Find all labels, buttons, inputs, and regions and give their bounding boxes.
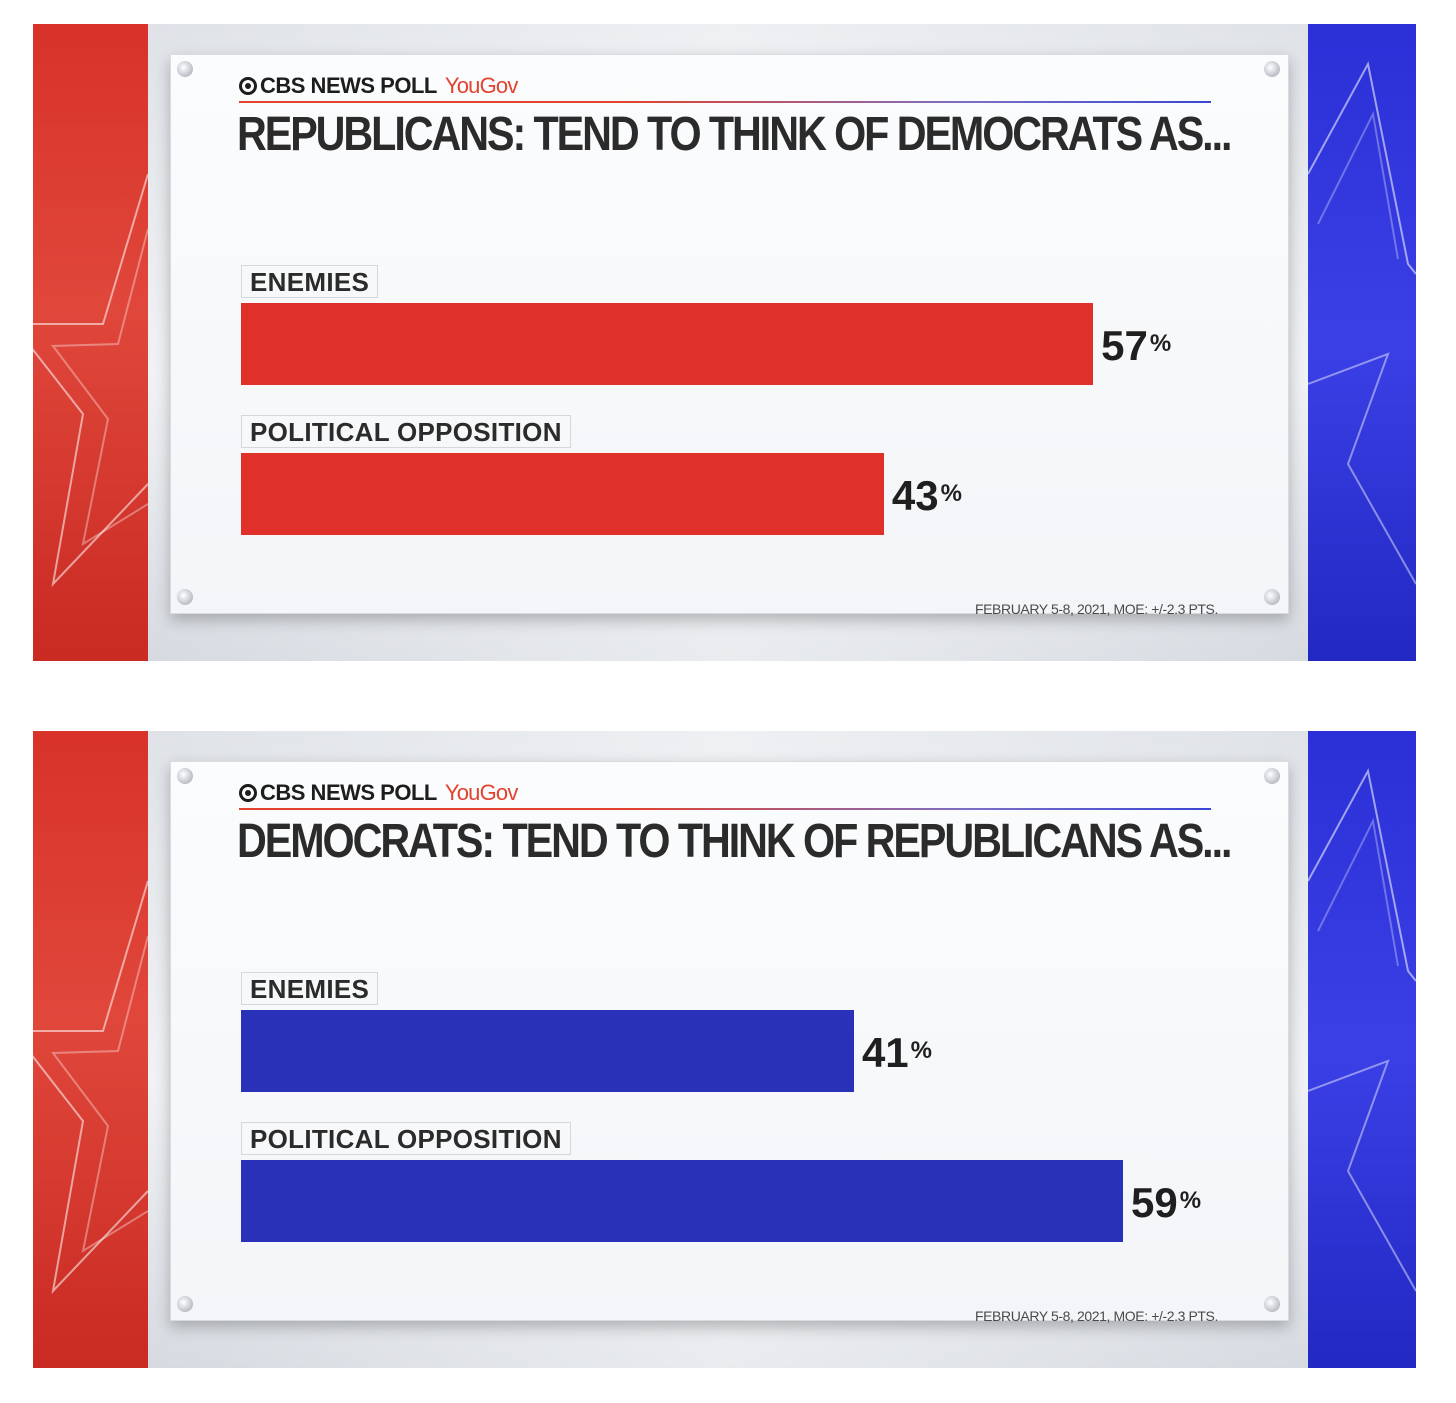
screw-icon	[1264, 589, 1280, 605]
red-side-band	[33, 731, 148, 1368]
star-outline-icon	[33, 173, 148, 588]
value-number: 59	[1131, 1179, 1178, 1226]
value-label: 43%	[892, 475, 962, 517]
poll-brand: CBS NEWS POLL YouGov	[239, 780, 518, 806]
value-label: 59%	[1131, 1182, 1201, 1224]
value-number: 57	[1101, 322, 1148, 369]
star-outline-icon	[1308, 768, 1416, 1292]
category-label: POLITICAL OPPOSITION	[241, 1122, 571, 1155]
bar	[241, 453, 884, 535]
chart-title: REPUBLICANS: TEND TO THINK OF DEMOCRATS …	[237, 108, 1232, 161]
bar-plot: ENEMIES 57% POLITICAL OPPOSITION 43%	[241, 265, 1241, 555]
header-rule	[239, 101, 1211, 103]
percent-sign: %	[910, 1037, 932, 1064]
star-outline-icon	[33, 880, 148, 1295]
value-number: 41	[861, 1029, 909, 1076]
red-side-band	[33, 24, 148, 661]
partner-name: YouGov	[444, 73, 518, 98]
percent-sign: %	[1179, 1187, 1202, 1214]
star-outline-icon	[1308, 61, 1416, 585]
chart-title: DEMOCRATS: TEND TO THINK OF REPUBLICANS …	[237, 815, 1232, 868]
screw-icon	[1264, 768, 1280, 784]
percent-sign: %	[1149, 330, 1172, 357]
value-label: 57%	[1101, 325, 1171, 367]
screw-icon	[177, 589, 193, 605]
source-note: FEBRUARY 5-8, 2021, MOE: +/-2.3 PTS.	[974, 1308, 1218, 1324]
header-rule	[239, 808, 1211, 810]
blue-side-band	[1308, 731, 1416, 1368]
bar-plot: ENEMIES 41% POLITICAL OPPOSITION 59%	[241, 972, 1241, 1262]
poll-brand: CBS NEWS POLL YouGov	[239, 73, 518, 99]
brand-name: CBS NEWS POLL	[260, 73, 437, 98]
value-number: 43	[891, 472, 939, 519]
poll-graphic-1: CBS NEWS POLL YouGov REPUBLICANS: TEND T…	[33, 24, 1416, 661]
chart-card: CBS NEWS POLL YouGov DEMOCRATS: TEND TO …	[170, 761, 1289, 1324]
screw-icon	[177, 1296, 193, 1312]
screw-icon	[1264, 61, 1280, 77]
blue-side-band	[1308, 24, 1416, 661]
screw-icon	[177, 61, 193, 77]
cbs-eye-icon	[239, 77, 257, 95]
category-label: ENEMIES	[241, 972, 379, 1005]
category-label: ENEMIES	[241, 265, 379, 298]
percent-sign: %	[940, 480, 962, 507]
screw-icon	[177, 768, 193, 784]
value-label: 41%	[862, 1032, 932, 1074]
cbs-eye-icon	[239, 784, 257, 802]
bar	[241, 303, 1094, 385]
poll-graphic-2: CBS NEWS POLL YouGov DEMOCRATS: TEND TO …	[33, 731, 1416, 1368]
source-note: FEBRUARY 5-8, 2021, MOE: +/-2.3 PTS.	[974, 601, 1218, 617]
chart-card: CBS NEWS POLL YouGov REPUBLICANS: TEND T…	[170, 54, 1289, 617]
category-label: POLITICAL OPPOSITION	[241, 415, 571, 448]
brand-name: CBS NEWS POLL	[260, 780, 437, 805]
bar	[241, 1160, 1124, 1242]
screw-icon	[1264, 1296, 1280, 1312]
bar	[241, 1010, 854, 1092]
partner-name: YouGov	[444, 780, 518, 805]
